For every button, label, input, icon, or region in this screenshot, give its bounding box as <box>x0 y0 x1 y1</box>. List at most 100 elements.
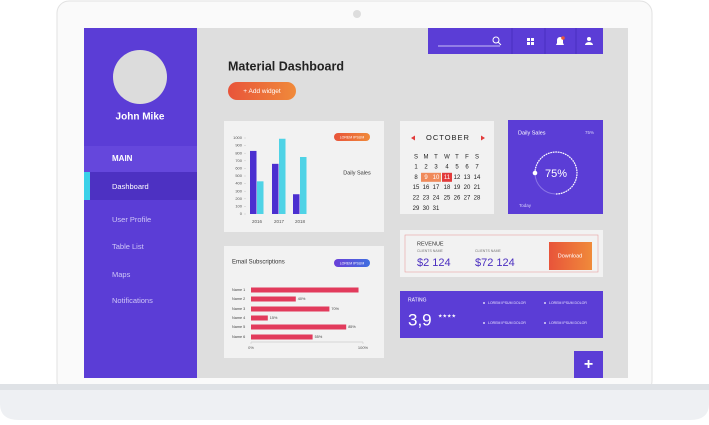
value-label: 15% <box>270 316 278 320</box>
tag-label: LOREM IPSUM <box>340 261 365 265</box>
y-tick-label: 600 <box>235 165 242 170</box>
day[interactable]: 18 <box>444 185 451 191</box>
row-label: Name 3 <box>232 307 245 311</box>
nav-item[interactable]: Maps <box>112 270 131 279</box>
day[interactable]: 9 <box>424 175 428 181</box>
day[interactable]: 7 <box>475 165 479 171</box>
value-label: 85% <box>348 325 356 329</box>
rating-item: LOREM IPSUM DOLOR <box>488 301 526 305</box>
weekday: M <box>424 155 429 161</box>
day[interactable]: 12 <box>454 175 461 181</box>
day[interactable]: 23 <box>423 195 430 201</box>
search-icon[interactable] <box>492 36 500 44</box>
day[interactable]: 22 <box>413 195 420 201</box>
day[interactable]: 26 <box>454 195 461 201</box>
day[interactable]: 16 <box>423 185 430 191</box>
selected-day[interactable] <box>442 172 452 182</box>
day[interactable]: 25 <box>444 195 451 201</box>
day[interactable]: 24 <box>433 195 440 201</box>
x-tick-label: 100% <box>358 345 369 350</box>
bar <box>250 150 257 214</box>
next-month[interactable] <box>481 135 485 141</box>
ring-knob <box>532 170 538 176</box>
day[interactable]: 15 <box>413 185 420 191</box>
bar <box>251 324 347 330</box>
day[interactable]: 5 <box>455 165 459 171</box>
y-tick-label: 300 <box>235 188 242 193</box>
bullet <box>483 322 485 324</box>
day[interactable]: 19 <box>454 185 461 191</box>
rating-score: 3,9 <box>408 310 432 329</box>
day[interactable]: 4 <box>445 165 449 171</box>
day[interactable]: 3 <box>434 165 438 171</box>
bar <box>251 287 359 293</box>
laptop-base <box>0 384 709 420</box>
day[interactable]: 20 <box>464 185 471 191</box>
day[interactable]: 21 <box>474 185 481 191</box>
day[interactable]: 28 <box>474 195 481 201</box>
bar <box>300 157 307 214</box>
nav-item[interactable]: Dashboard <box>112 182 149 191</box>
x-tick-label: 0% <box>248 345 254 350</box>
nav-item[interactable]: Notifications <box>112 296 153 305</box>
add-widget-button[interactable] <box>228 82 296 100</box>
download-button[interactable] <box>549 242 592 270</box>
value-small: 75% <box>585 130 594 135</box>
nav-item[interactable]: Table List <box>112 242 145 251</box>
search-icon-handle <box>497 41 502 46</box>
day[interactable]: 2 <box>424 165 428 171</box>
user-icon[interactable] <box>587 37 591 41</box>
weekday: S <box>414 155 418 161</box>
bullet <box>544 302 546 304</box>
day[interactable]: 31 <box>433 206 440 212</box>
y-tick-label: 0 <box>240 211 243 216</box>
day[interactable]: 13 <box>464 175 471 181</box>
chart-label: Daily Sales <box>343 170 371 176</box>
row-label: Name 6 <box>232 335 245 339</box>
revenue-label: CLIENTS NAME <box>417 249 444 253</box>
prev-month[interactable] <box>411 135 415 141</box>
y-tick-label: 200 <box>235 196 242 201</box>
day[interactable]: 11 <box>444 175 451 181</box>
highlighted-day[interactable] <box>421 172 431 182</box>
y-tick-label: 800 <box>235 150 242 155</box>
day[interactable]: 6 <box>465 165 469 171</box>
day[interactable]: 1 <box>414 165 418 171</box>
day[interactable]: 17 <box>433 185 440 191</box>
row-label: Name 2 <box>232 297 245 301</box>
bar <box>251 296 296 302</box>
revenue-title: REVENUE <box>417 241 444 247</box>
card-title: Daily Sales <box>518 130 546 136</box>
weekday: S <box>475 155 479 161</box>
revenue-label: CLIENTS NAME <box>475 249 502 253</box>
rating-card <box>400 291 603 338</box>
bar <box>279 138 286 214</box>
day[interactable]: 14 <box>474 175 481 181</box>
revenue-amount: $2 124 <box>417 257 451 269</box>
day[interactable]: 29 <box>413 206 420 212</box>
value-label: 40% <box>298 297 306 301</box>
weekday: T <box>455 155 459 161</box>
camera <box>353 10 361 18</box>
x-tick-label: 2018 <box>295 219 306 224</box>
revenue-border <box>404 234 599 273</box>
notification-dot <box>561 36 565 40</box>
weekday: T <box>434 155 438 161</box>
day[interactable]: 10 <box>433 175 440 181</box>
section-band <box>84 146 197 172</box>
y-tick-label: 100 <box>235 203 242 208</box>
y-tick-label: 500 <box>235 173 242 178</box>
bullet <box>544 322 546 324</box>
card-footer: Today <box>519 203 532 208</box>
grid-icon[interactable] <box>527 38 534 45</box>
row-label: Name 4 <box>232 316 245 320</box>
fab[interactable] <box>574 351 603 378</box>
highlighted-day[interactable] <box>431 172 441 182</box>
day[interactable]: 27 <box>464 195 471 201</box>
calendar-card <box>400 121 494 214</box>
day[interactable]: 8 <box>414 175 418 181</box>
top-bar <box>428 28 603 54</box>
day[interactable]: 30 <box>423 206 430 212</box>
nav-item[interactable]: User Profile <box>112 215 151 224</box>
